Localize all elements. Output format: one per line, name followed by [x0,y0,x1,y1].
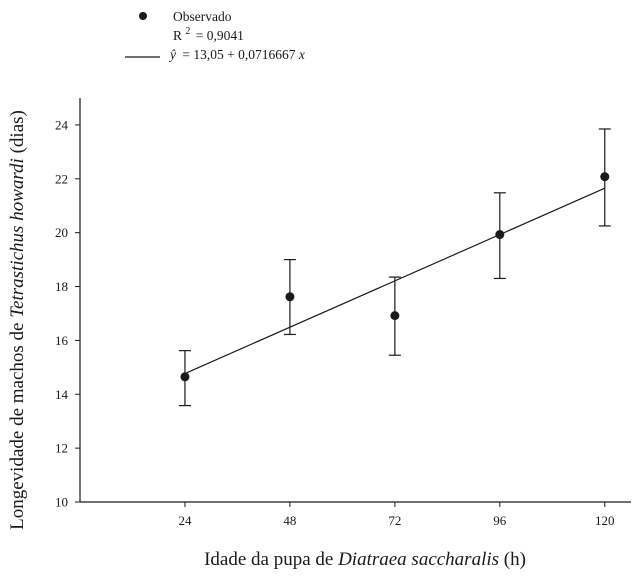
x-axis-title-post: (h) [499,549,526,570]
legend-r2-prefix: R [173,28,182,43]
axes: 24 48 72 96 120 10 12 14 16 18 20 22 24 [55,98,631,528]
legend-fit-equation: ŷ = 13,05 + 0,0716667 x [168,47,305,62]
y-tick-label: 14 [55,387,69,402]
y-axis-title-pre: Longevidade de machos de [7,318,28,530]
x-axis-title-italic: Diatraea saccharalis [337,549,499,570]
x-tick-label: 48 [283,513,296,528]
x-axis-title: Idade da pupa de Diatraea saccharalis (h… [204,549,526,570]
data-point [600,172,610,182]
y-axis-title-post: (dias) [7,110,28,158]
plot-area [178,128,611,407]
x-tick-label: 96 [493,513,507,528]
legend-r2-value: = 0,9041 [196,28,244,43]
legend-observed-label: Observado [173,9,232,24]
x-tick-label: 72 [388,513,401,528]
x-tick-label: 120 [595,513,615,528]
y-tick-label: 16 [55,333,69,348]
y-tick-label: 12 [55,441,68,456]
y-tick-label: 18 [55,279,68,294]
legend-observed-marker [139,12,147,20]
x-ticks: 24 48 72 96 120 [178,502,615,528]
x-tick-label: 24 [178,513,192,528]
error-bars [178,128,611,407]
legend-fit-formula: = 13,05 + 0,0716667 [182,47,295,62]
y-ticks: 10 12 14 16 18 20 22 24 [55,117,80,510]
y-tick-label: 20 [55,225,68,240]
data-points [180,172,610,382]
y-axis-title-italic: Tetrastichus howardi [7,158,28,318]
data-point [285,292,295,302]
legend-r2-superscript: 2 [185,26,190,37]
legend: Observado R 2 = 0,9041 ŷ = 13,05 + 0,071… [125,9,305,62]
legend-fit-var: x [298,47,305,62]
y-tick-label: 24 [55,117,69,132]
legend-r2: R 2 = 0,9041 [173,22,244,43]
legend-fit-yhat: ŷ [168,47,176,62]
y-tick-label: 22 [55,171,68,186]
y-tick-label: 10 [55,495,68,510]
data-point [180,372,190,382]
y-axis-title: Longevidade de machos de Tetrastichus ho… [7,110,28,530]
x-axis-title-pre: Idade da pupa de [204,549,338,570]
data-point [495,230,505,240]
data-point [390,311,400,321]
